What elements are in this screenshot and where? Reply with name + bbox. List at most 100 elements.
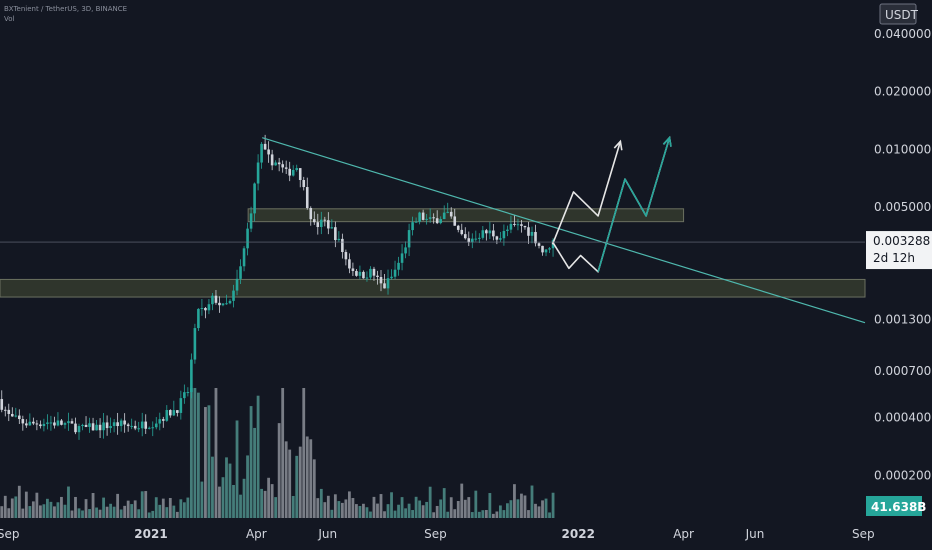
candle-body xyxy=(77,426,81,433)
volume-bar xyxy=(239,494,242,518)
volume-bar xyxy=(495,511,499,518)
volume-bar xyxy=(474,490,478,518)
volume-bar xyxy=(91,492,95,518)
projection-arrowhead-0 xyxy=(613,139,623,151)
volume-bar xyxy=(242,478,246,518)
candle-body xyxy=(165,410,169,421)
candle-body xyxy=(183,392,186,399)
volume-bar xyxy=(400,497,404,518)
x-tick-label: Sep xyxy=(852,527,875,541)
candle-body xyxy=(119,420,123,427)
candle-body xyxy=(330,227,334,229)
volume-bar xyxy=(21,508,25,518)
volume-bar xyxy=(344,499,348,518)
y-tick-label: 0.005000 xyxy=(874,200,931,214)
volume-bar xyxy=(28,506,32,518)
volume-bar xyxy=(225,457,228,518)
x-tick-label: Sep xyxy=(424,527,447,541)
candle-body xyxy=(439,219,442,224)
y-tick-label: 0.000700 xyxy=(874,364,931,378)
volume-bar xyxy=(527,510,530,518)
projection-path-2 xyxy=(597,137,671,273)
volume-bar xyxy=(144,491,148,518)
volume-bar xyxy=(337,501,341,518)
candle-body xyxy=(63,423,67,425)
volume-bar xyxy=(481,510,485,518)
candle-body xyxy=(460,229,464,235)
candle-body xyxy=(446,211,450,213)
volume-bar xyxy=(95,507,98,518)
x-tick-label: Apr xyxy=(673,527,694,541)
volume-bar xyxy=(228,463,232,518)
volume-bar xyxy=(425,501,429,518)
volume-bar xyxy=(551,492,555,518)
candle-body xyxy=(548,248,551,250)
volume-bar xyxy=(154,497,158,518)
candle-body xyxy=(463,234,467,239)
candle-body xyxy=(495,236,499,240)
candle-body xyxy=(207,304,211,311)
volume-bar xyxy=(355,504,358,518)
volume-bar xyxy=(263,490,267,518)
volume-bar xyxy=(541,500,544,518)
volume-bar xyxy=(253,427,256,518)
volume-bar xyxy=(467,497,471,518)
candle-body xyxy=(295,168,299,171)
volume-bar xyxy=(35,492,39,518)
volume-bar xyxy=(340,502,344,518)
candle-body xyxy=(197,308,200,329)
volume-bar xyxy=(439,499,443,518)
y-tick-label: 0.020000 xyxy=(874,85,931,99)
volume-bar xyxy=(326,495,330,518)
volume-bar xyxy=(74,496,77,518)
candle-body xyxy=(305,187,309,209)
volume-bar xyxy=(196,392,200,518)
candle-body xyxy=(81,424,84,427)
volume-bar xyxy=(232,484,235,518)
volume-bar xyxy=(351,498,355,518)
candle-body xyxy=(425,218,428,220)
volume-bar xyxy=(548,512,551,518)
candle-body xyxy=(334,227,337,241)
candle-body xyxy=(530,231,534,236)
last-price-tag xyxy=(866,231,932,270)
candle-body xyxy=(506,229,509,232)
candle-body xyxy=(390,276,393,279)
volume-bar xyxy=(175,511,179,518)
volume-bar xyxy=(295,455,299,518)
candle-body xyxy=(312,219,316,223)
candle-body xyxy=(91,423,95,431)
projection-arrowhead-2 xyxy=(662,135,672,147)
volume-bar xyxy=(386,504,390,518)
volume-bar xyxy=(24,491,28,518)
candle-body xyxy=(492,230,495,237)
volume-bar xyxy=(274,497,278,518)
candle-body xyxy=(386,278,390,289)
candle-body xyxy=(172,410,176,416)
candle-body xyxy=(544,249,548,253)
candle-body xyxy=(449,211,453,217)
volume-bar xyxy=(316,498,320,518)
candle-body xyxy=(176,410,179,413)
volume-bar xyxy=(506,503,509,518)
volume-bar xyxy=(31,501,35,518)
volume-bar xyxy=(246,455,249,518)
candle-body xyxy=(537,243,541,246)
candle-body xyxy=(28,421,32,426)
chart-header: BXTenient / TetherUS, 3D, BINANCE Vol xyxy=(4,4,127,24)
volume-bar xyxy=(126,500,130,518)
volume-bar xyxy=(189,388,193,518)
candle-body xyxy=(474,238,478,240)
candle-body xyxy=(232,290,235,301)
volume-bar xyxy=(123,505,127,518)
volume-bar xyxy=(298,446,302,518)
candle-body xyxy=(393,269,397,277)
candle-body xyxy=(42,423,46,427)
candle-body xyxy=(190,359,193,393)
candle-body xyxy=(53,422,56,426)
volume-bar xyxy=(200,481,204,518)
volume-bar xyxy=(498,505,502,518)
volume-bar xyxy=(333,494,337,518)
volume-bar xyxy=(179,499,183,518)
